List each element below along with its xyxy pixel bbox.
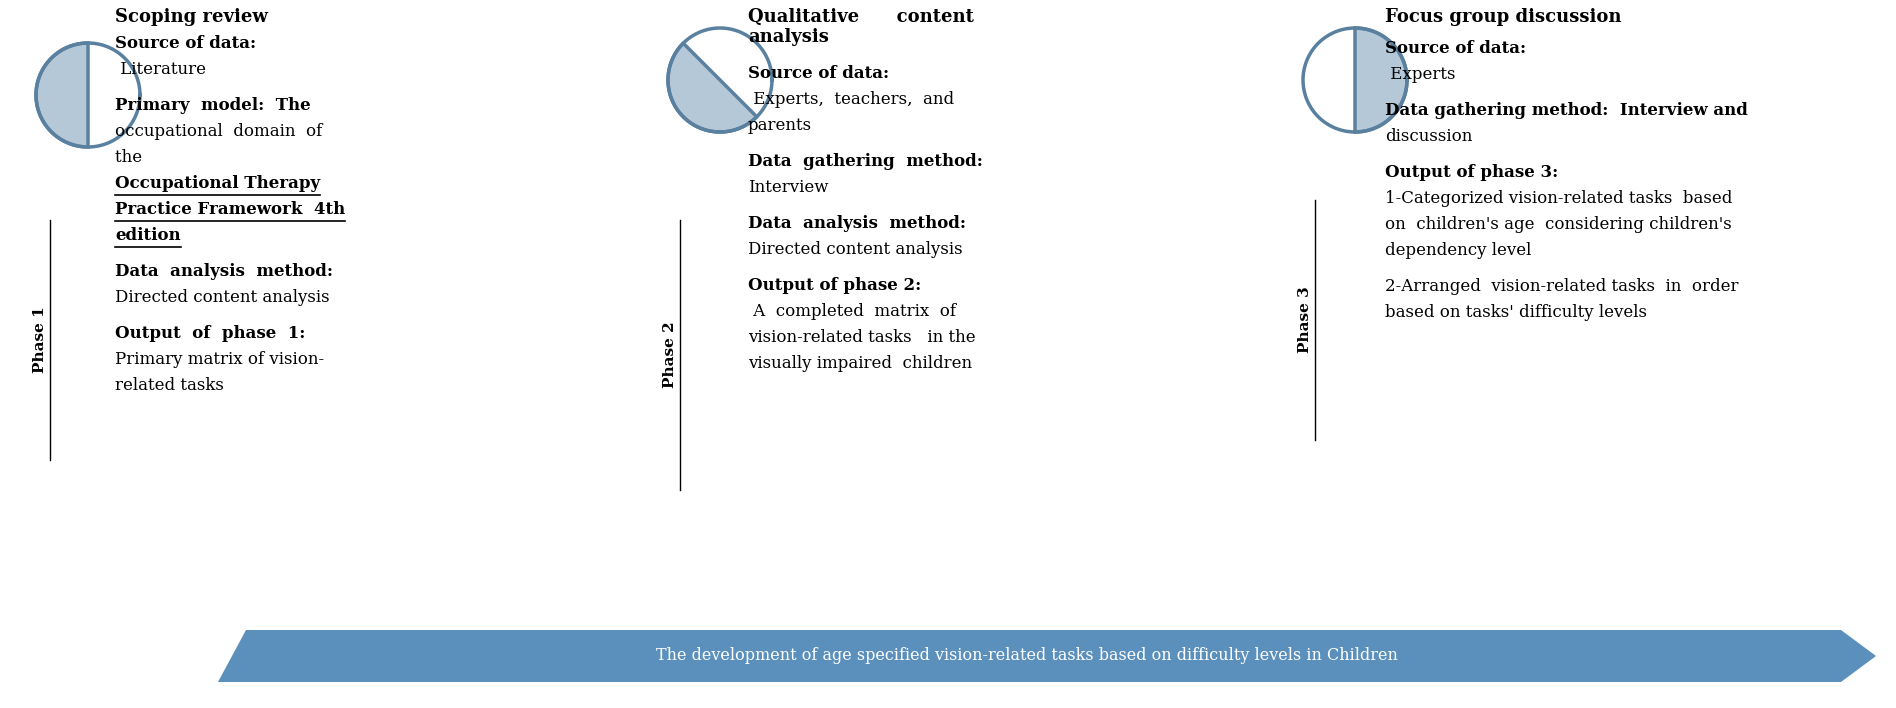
Text: Source of data:: Source of data: [1384, 40, 1526, 57]
Text: Data  gathering  method:: Data gathering method: [749, 153, 982, 170]
Text: the: the [116, 149, 152, 166]
Text: Experts,  teachers,  and: Experts, teachers, and [749, 91, 954, 108]
Text: dependency level: dependency level [1384, 242, 1532, 259]
Text: related tasks: related tasks [116, 377, 224, 394]
Text: Phase 3: Phase 3 [1299, 287, 1312, 353]
Text: Primary  model:  The: Primary model: The [116, 97, 311, 114]
Polygon shape [1356, 28, 1407, 132]
Text: Directed content analysis: Directed content analysis [116, 289, 330, 306]
Text: occupational  domain  of: occupational domain of [116, 123, 322, 140]
Text: Output  of  phase  1:: Output of phase 1: [116, 325, 305, 342]
Text: on  children's age  considering children's: on children's age considering children's [1384, 216, 1731, 233]
Text: Data  analysis  method:: Data analysis method: [749, 215, 965, 232]
Text: Directed content analysis: Directed content analysis [749, 241, 963, 258]
Text: Output of phase 3:: Output of phase 3: [1384, 164, 1559, 181]
Polygon shape [667, 43, 757, 132]
Text: visually impaired  children: visually impaired children [749, 355, 973, 372]
Text: Practice Framework  4th: Practice Framework 4th [116, 201, 345, 218]
Text: vision-related tasks   in the: vision-related tasks in the [749, 329, 976, 346]
Text: Scoping review: Scoping review [116, 8, 267, 26]
Text: The development of age specified vision-related tasks based on difficulty levels: The development of age specified vision-… [656, 648, 1397, 665]
Text: Data  analysis  method:: Data analysis method: [116, 263, 334, 280]
Text: Output of phase 2:: Output of phase 2: [749, 277, 921, 294]
Text: Phase 2: Phase 2 [664, 321, 677, 388]
Text: 1-Categorized vision-related tasks  based: 1-Categorized vision-related tasks based [1384, 190, 1733, 207]
Text: 2-Arranged  vision-related tasks  in  order: 2-Arranged vision-related tasks in order [1384, 278, 1739, 295]
Text: discussion: discussion [1384, 128, 1473, 145]
Text: based on tasks' difficulty levels: based on tasks' difficulty levels [1384, 304, 1648, 321]
Text: Source of data:: Source of data: [116, 35, 256, 52]
Text: Phase 1: Phase 1 [32, 307, 47, 373]
Text: Primary matrix of vision-: Primary matrix of vision- [116, 351, 324, 368]
Text: Occupational Therapy: Occupational Therapy [116, 175, 320, 192]
Polygon shape [218, 630, 1875, 682]
Polygon shape [36, 43, 87, 147]
Text: Source of data:: Source of data: [749, 65, 889, 82]
Text: Literature: Literature [116, 61, 207, 78]
Text: parents: parents [749, 117, 811, 134]
Text: Interview: Interview [749, 179, 829, 196]
Text: edition: edition [116, 227, 180, 244]
Text: Experts: Experts [1384, 66, 1456, 83]
Text: Focus group discussion: Focus group discussion [1384, 8, 1621, 26]
Text: Data gathering method:  Interview and: Data gathering method: Interview and [1384, 102, 1748, 119]
Text: Qualitative      content
analysis: Qualitative content analysis [749, 8, 975, 46]
Text: A  completed  matrix  of: A completed matrix of [749, 303, 956, 320]
